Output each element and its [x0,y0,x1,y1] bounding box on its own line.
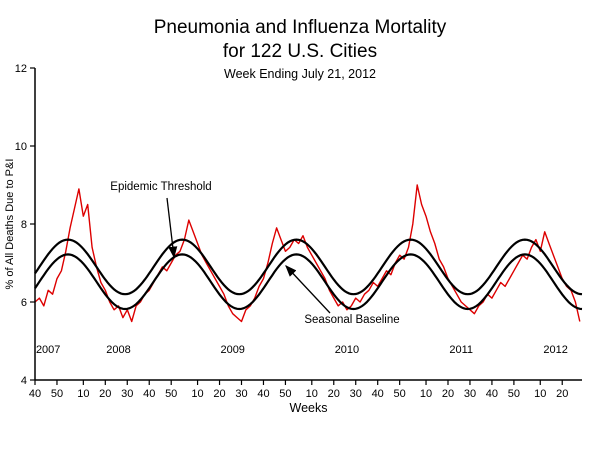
x-tick-label: 20 [99,388,111,400]
x-tick-label: 10 [534,388,546,400]
chart-title-line1: Pneumonia and Influenza Mortality [153,17,447,38]
year-label: 2008 [106,344,130,356]
x-tick-label: 30 [350,388,362,400]
x-tick-label: 40 [372,388,384,400]
y-tick-label: 10 [15,141,27,153]
x-tick-label: 40 [257,388,269,400]
x-tick-label: 50 [394,388,406,400]
year-label: 2007 [36,344,60,356]
year-label: 2009 [220,344,244,356]
x-tick-label: 20 [213,388,225,400]
x-tick-label: 40 [486,388,498,400]
seasonal-baseline-annotation: Seasonal Baseline [304,314,399,326]
chart-header: Pneumonia and Influenza Mortality for 12… [0,16,600,81]
x-tick-label: 40 [143,388,155,400]
y-tick-label: 8 [21,219,27,231]
x-tick-label: 10 [77,388,89,400]
x-tick-label: 30 [464,388,476,400]
x-tick-label: 10 [306,388,318,400]
seasonal-baseline-line [34,253,583,311]
x-axis-title: Weeks [289,401,328,415]
year-label: 2012 [543,344,567,356]
y-tick-label: 4 [21,375,27,387]
x-tick-label: 50 [165,388,177,400]
chart-title-line2: for 122 U.S. Cities [222,41,378,62]
x-tick-label: 10 [191,388,203,400]
x-tick-label: 30 [235,388,247,400]
epidemic-threshold-annotation: Epidemic Threshold [110,181,211,193]
x-tick-label: 30 [121,388,133,400]
year-label: 2010 [335,344,359,356]
x-tick-label: 20 [442,388,454,400]
x-tick-label: 50 [508,388,520,400]
y-tick-label: 12 [15,63,27,75]
chart-subtitle: Week Ending July 21, 2012 [224,67,376,81]
x-tick-label: 20 [556,388,568,400]
seasonal-baseline-arrow [285,265,331,314]
epidemic-threshold-line [34,238,583,296]
y-tick-label: 6 [21,297,27,309]
epidemic-threshold-arrow [166,197,178,259]
x-tick-label: 50 [51,388,63,400]
x-tick-label: 40 [29,388,41,400]
x-tick-label: 10 [420,388,432,400]
observed-of-deaths-due-to-p-i-line [34,184,581,323]
x-tick-label: 20 [328,388,340,400]
x-tick-label: 50 [279,388,291,400]
year-label: 2011 [449,344,473,356]
